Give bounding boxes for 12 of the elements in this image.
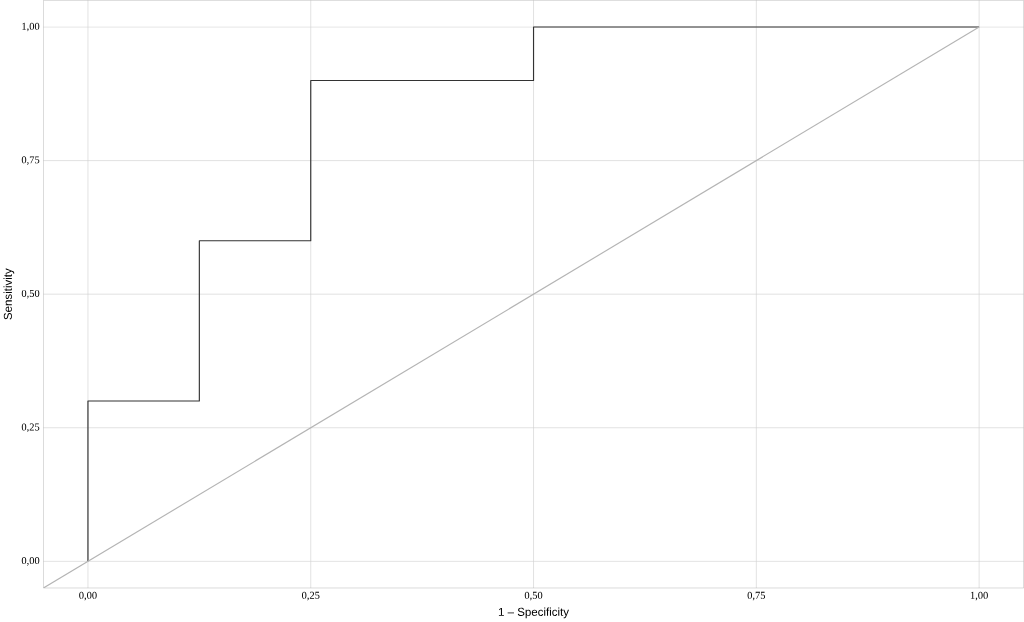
x-axis-title: 1 – Specificity: [498, 607, 569, 619]
y-tick-label: 0,25: [21, 423, 40, 433]
y-tick-label: 0,50: [21, 290, 40, 299]
y-tick-label: 0,75: [21, 156, 40, 166]
x-tick-label: 0,25: [301, 591, 320, 601]
y-tick-label: 0,00: [21, 557, 40, 566]
x-tick-label: 0,00: [79, 591, 97, 601]
y-axis-title: Sensitivity: [3, 268, 15, 320]
x-tick-label: 0,75: [747, 591, 766, 601]
y-tick-label: 1,00: [22, 22, 40, 32]
x-tick-label: 1,00: [970, 591, 988, 601]
x-tick-label: 0,50: [524, 591, 543, 601]
